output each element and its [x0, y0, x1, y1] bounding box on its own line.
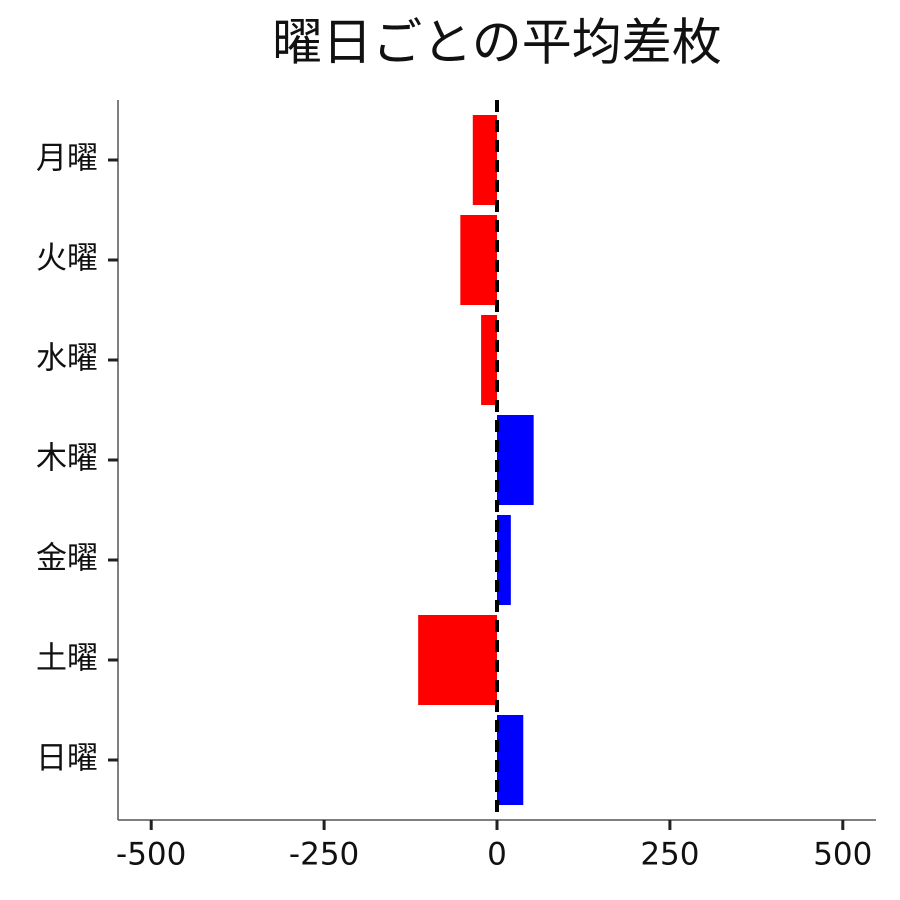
- y-tick-label: 日曜: [36, 741, 98, 777]
- y-tick-label: 木曜: [36, 441, 98, 477]
- bar: [497, 515, 511, 605]
- y-tick-label: 金曜: [36, 541, 98, 577]
- x-tick-label: 500: [813, 837, 872, 873]
- x-tick-label: 250: [640, 837, 699, 873]
- y-tick-label: 土曜: [36, 641, 98, 677]
- bar: [497, 715, 524, 805]
- x-tick-label: -500: [116, 837, 186, 873]
- bar: [472, 115, 497, 205]
- x-tick-label: 0: [487, 837, 507, 873]
- bar: [460, 215, 497, 305]
- bar: [497, 415, 534, 505]
- bar: [481, 315, 497, 405]
- y-tick-label: 火曜: [36, 241, 98, 277]
- y-tick-label: 月曜: [36, 141, 98, 177]
- chart-title: 曜日ごとの平均差枚: [272, 14, 722, 72]
- x-tick-label: -250: [289, 837, 359, 873]
- bar: [418, 615, 497, 705]
- y-tick-label: 水曜: [36, 341, 98, 377]
